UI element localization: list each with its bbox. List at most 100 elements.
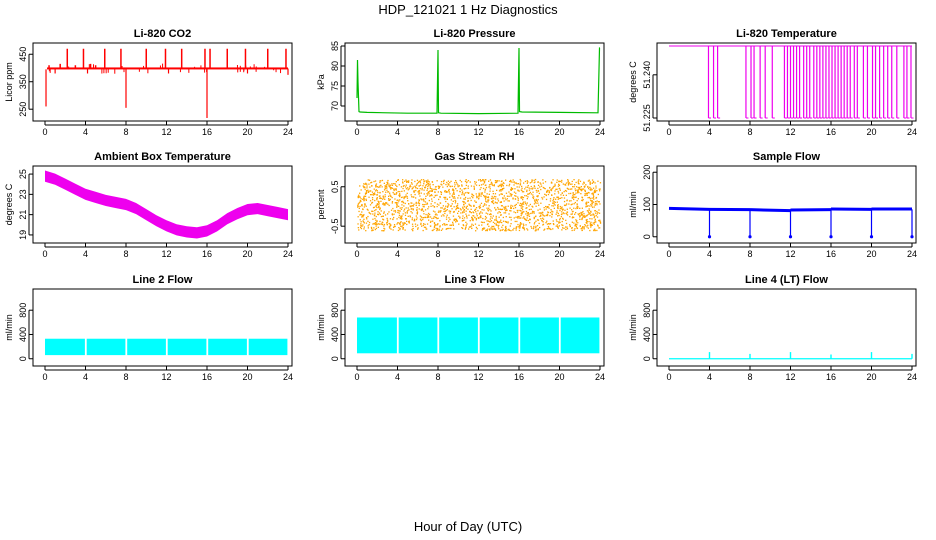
series-point xyxy=(363,228,365,230)
series-point xyxy=(558,183,560,185)
series-point xyxy=(576,206,578,208)
series-point xyxy=(416,212,419,214)
series-point xyxy=(521,212,523,214)
series-point xyxy=(483,228,485,230)
y-tick-label: 0 xyxy=(330,356,340,361)
series-point xyxy=(427,212,430,215)
series-point xyxy=(510,204,512,207)
series-point xyxy=(588,212,590,214)
series-point xyxy=(379,191,381,194)
series-dip-point xyxy=(910,235,914,239)
x-tick-label: 8 xyxy=(435,372,440,382)
series-point xyxy=(444,198,446,200)
series-point xyxy=(419,218,422,220)
series-point xyxy=(499,211,501,214)
series-point xyxy=(549,223,552,225)
series-point xyxy=(510,207,512,209)
series-point xyxy=(522,217,524,219)
series-point xyxy=(547,225,550,228)
series-point xyxy=(529,222,531,224)
series-point xyxy=(590,223,592,226)
series-point xyxy=(398,200,400,202)
series-point xyxy=(400,216,402,218)
series-point xyxy=(552,187,554,189)
series-point xyxy=(453,192,455,194)
panel-title: Gas Stream RH xyxy=(434,151,514,163)
series-point xyxy=(451,189,454,191)
series-point xyxy=(438,229,440,231)
series-point xyxy=(424,216,426,218)
series-point xyxy=(382,221,384,224)
series-point xyxy=(383,225,385,227)
series-point xyxy=(401,215,403,217)
series-point xyxy=(533,185,535,187)
series-point xyxy=(557,198,559,200)
series-point xyxy=(455,221,457,223)
series-point xyxy=(568,203,570,205)
series-point xyxy=(546,206,549,209)
series-point xyxy=(361,204,363,206)
series-point xyxy=(475,211,477,213)
series-point xyxy=(496,181,498,184)
series-point xyxy=(391,183,393,185)
series-point xyxy=(365,198,367,200)
series-point xyxy=(499,184,501,187)
y-tick-label: 80 xyxy=(330,61,340,71)
series-point xyxy=(574,213,576,215)
series-point xyxy=(537,195,539,197)
series-point xyxy=(577,182,579,184)
series-point xyxy=(416,179,419,181)
series-point xyxy=(493,184,495,186)
series-point xyxy=(520,189,522,191)
series-point xyxy=(480,221,483,223)
series-point xyxy=(439,226,441,228)
series-point xyxy=(582,226,584,228)
series-point xyxy=(544,193,546,195)
series-point xyxy=(590,211,592,213)
series-point xyxy=(397,202,399,204)
y-tick-label: 800 xyxy=(330,303,340,318)
series-point xyxy=(490,183,492,185)
series-point xyxy=(440,191,443,194)
series-point xyxy=(559,197,561,199)
series-point xyxy=(435,217,437,219)
series-point xyxy=(432,184,434,186)
series-point xyxy=(447,180,450,182)
series-point xyxy=(585,225,587,227)
series-point xyxy=(527,213,529,215)
series-point xyxy=(573,194,575,196)
series-point xyxy=(584,190,586,192)
series-segment xyxy=(668,206,710,211)
series-point xyxy=(391,187,393,189)
series-point xyxy=(589,223,591,225)
x-tick-label: 12 xyxy=(473,127,483,137)
series-point xyxy=(372,218,374,220)
series-point xyxy=(455,207,458,209)
series-point xyxy=(508,213,510,215)
series-point xyxy=(401,201,403,203)
series-point xyxy=(410,182,413,184)
series-point xyxy=(581,218,583,220)
series-point xyxy=(587,197,589,199)
series-point xyxy=(484,198,487,200)
series-point xyxy=(452,197,454,199)
series-point xyxy=(508,228,510,230)
series-point xyxy=(516,209,518,212)
series-point xyxy=(595,187,597,189)
series-point xyxy=(532,206,534,208)
series-point xyxy=(365,199,367,201)
series-point xyxy=(572,192,574,194)
series-point xyxy=(539,215,541,218)
x-tick-label: 8 xyxy=(435,249,440,259)
series-point xyxy=(371,202,373,204)
series-point xyxy=(439,196,441,198)
series-point xyxy=(512,198,514,200)
series-point xyxy=(521,203,523,205)
series-point xyxy=(554,190,556,192)
series-point xyxy=(494,193,497,195)
series-point xyxy=(430,205,432,207)
series-point xyxy=(512,229,514,231)
series-point xyxy=(598,219,600,222)
series-point xyxy=(453,196,456,198)
series-point xyxy=(372,207,375,209)
